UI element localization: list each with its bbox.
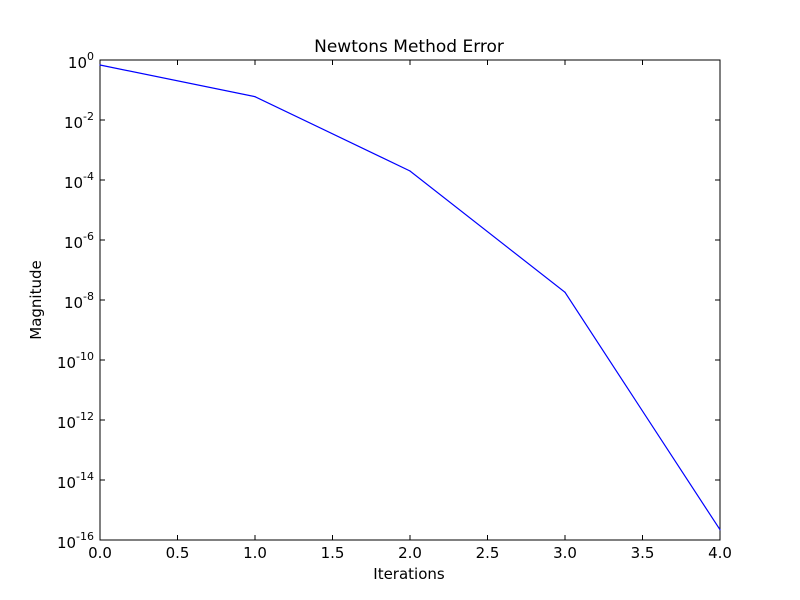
x-tick-label: 0.0: [88, 544, 112, 562]
y-tick-label: 10-12: [57, 410, 94, 432]
y-tick-label: 10-14: [57, 470, 94, 492]
y-tick-label: 10-6: [64, 230, 94, 252]
y-tick-base: 10: [57, 354, 76, 372]
x-tick-label: 2.0: [398, 544, 422, 562]
x-axis-ticks: 0.0 0.5 1.0 1.5 2.0 2.5 3.0 3.5 4.0: [88, 60, 732, 562]
x-axis-label: Iterations: [373, 565, 445, 583]
y-axis-label: Magnitude: [27, 260, 45, 339]
y-tick-exponent: -12: [76, 410, 94, 423]
y-tick-exponent: -2: [83, 110, 94, 123]
y-tick-exponent: -6: [83, 230, 94, 243]
data-point: [254, 96, 256, 98]
x-tick-label: 2.5: [476, 544, 500, 562]
x-tick-label: 1.5: [321, 544, 345, 562]
y-tick-exponent: -14: [76, 470, 94, 483]
y-tick-base: 10: [57, 474, 76, 492]
y-tick-base: 10: [68, 54, 87, 72]
x-tick-label: 1.0: [243, 544, 267, 562]
data-point: [564, 291, 566, 293]
x-tick-label: 0.5: [166, 544, 190, 562]
x-tick-label: 3.5: [631, 544, 655, 562]
data-point: [409, 170, 411, 172]
y-tick-label: 10-4: [64, 170, 94, 192]
y-tick-exponent: -4: [83, 170, 94, 183]
y-tick-base: 10: [57, 414, 76, 432]
y-tick-label: 10-8: [64, 290, 94, 312]
data-point: [719, 529, 721, 531]
y-tick-exponent: -10: [76, 350, 94, 363]
y-tick-label: 100: [68, 50, 94, 72]
series-line: [99, 64, 721, 531]
y-tick-exponent: 0: [87, 50, 94, 63]
chart-title: Newtons Method Error: [314, 37, 504, 57]
y-tick-base: 10: [64, 174, 83, 192]
x-tick-label: 4.0: [708, 544, 732, 562]
y-tick-base: 10: [64, 234, 83, 252]
y-tick-exponent: -16: [76, 530, 94, 543]
y-tick-label: 10-10: [57, 350, 94, 372]
y-tick-label: 10-2: [64, 110, 94, 132]
y-tick-base: 10: [64, 114, 83, 132]
series-layer: [99, 64, 721, 531]
y-tick-exponent: -8: [83, 290, 94, 303]
y-tick-base: 10: [64, 294, 83, 312]
y-tick-label: 10-16: [57, 530, 94, 552]
plot-frame: [99, 59, 721, 541]
y-tick-base: 10: [57, 534, 76, 552]
x-tick-label: 3.0: [553, 544, 577, 562]
data-point: [99, 64, 101, 66]
